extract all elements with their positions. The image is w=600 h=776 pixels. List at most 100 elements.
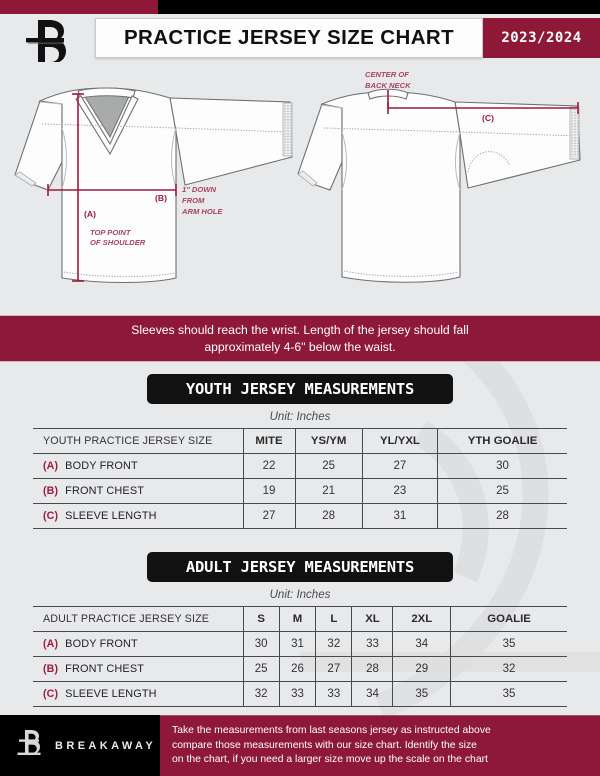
- adult-size-col-2: L: [315, 606, 352, 632]
- footer-instructions-line-1: Take the measurements from last seasons …: [172, 725, 491, 737]
- youth-row-1-val-2: 23: [361, 478, 438, 504]
- adult-row-2-val-3: 34: [351, 681, 393, 707]
- top-accent-bars: [0, 0, 600, 14]
- adult-unit-label: Unit: Inches: [269, 589, 331, 601]
- youth-row-2-val-1: 28: [294, 503, 363, 529]
- youth-row-0-val-2: 27: [361, 453, 438, 479]
- season-badge-text: 2023/2024: [501, 30, 582, 46]
- youth-table-header-row: YOUTH PRACTICE JERSEY SIZE MITE YS/YM YL…: [33, 428, 567, 454]
- adult-row-1-val-5: 32: [450, 656, 567, 682]
- youth-row-2-val-2: 31: [361, 503, 438, 529]
- adult-header-label: ADULT PRACTICE JERSEY SIZE: [33, 606, 243, 632]
- youth-row-0-val-3: 30: [437, 453, 567, 479]
- adult-row-0-val-2: 32: [315, 631, 352, 657]
- fit-note-line-1: Sleeves should reach the wrist. Length o…: [131, 322, 469, 337]
- page-header: PRACTICE JERSEY SIZE CHART 2023/2024: [0, 14, 600, 69]
- jersey-back-illustration: [297, 88, 581, 283]
- youth-size-col-0: MITE: [242, 428, 296, 454]
- youth-row-0-val-0: 22: [242, 453, 296, 479]
- adult-row-0-val-5: 35: [450, 631, 567, 657]
- adult-size-col-4: 2XL: [392, 606, 451, 632]
- table-row: (A) BODY FRONT 22 25 27 30: [33, 453, 567, 479]
- adult-size-col-1: M: [278, 606, 316, 632]
- youth-section-title: YOUTH JERSEY MEASUREMENTS: [147, 374, 453, 404]
- table-row: (A) BODY FRONT 30 31 32 33 34 35: [33, 631, 567, 657]
- adult-row-1-name: FRONT CHEST: [65, 663, 145, 675]
- adult-row-2-label: (C) SLEEVE LENGTH: [33, 681, 243, 707]
- footer-instructions-line-3: on the chart, if you need a larger size …: [172, 754, 488, 766]
- breakaway-b-logo-icon: [16, 726, 46, 765]
- jersey-diagram: .jl { fill:#fdfdfd; stroke:#6e7072; stro…: [0, 62, 600, 315]
- measure-a-tag: (A): [84, 209, 96, 219]
- adult-row-0-val-1: 31: [278, 631, 316, 657]
- adult-size-col-3: XL: [351, 606, 393, 632]
- adult-row-0-name: BODY FRONT: [65, 638, 138, 650]
- adult-row-0-label: (A) BODY FRONT: [33, 631, 243, 657]
- adult-row-2-name: SLEEVE LENGTH: [65, 688, 157, 700]
- youth-size-col-2: YL/YXL: [361, 428, 438, 454]
- youth-size-col-1: YS/YM: [294, 428, 363, 454]
- measure-b-note-1: 1" DOWN: [182, 185, 216, 194]
- footer-instructions: Take the measurements from last seasons …: [160, 715, 600, 776]
- youth-row-1-val-3: 25: [437, 478, 567, 504]
- youth-row-2-val-0: 27: [242, 503, 296, 529]
- youth-row-2-label: (C) SLEEVE LENGTH: [33, 503, 243, 529]
- youth-row-1-val-0: 19: [242, 478, 296, 504]
- youth-row-2-name: SLEEVE LENGTH: [65, 510, 157, 522]
- measure-b-tag: (B): [155, 193, 167, 203]
- back-neck-note-1: CENTER OF: [365, 70, 409, 79]
- adult-row-0-tag: (A): [43, 638, 59, 650]
- adult-row-1-label: (B) FRONT CHEST: [33, 656, 243, 682]
- measure-a-note-1: TOP POINT: [90, 228, 132, 237]
- adult-row-2-val-5: 35: [450, 681, 567, 707]
- measure-b-note-2: FROM: [182, 196, 205, 205]
- footer-brand: BREAKAWAY: [0, 715, 160, 776]
- youth-row-1-tag: (B): [43, 485, 59, 497]
- adult-row-2-tag: (C): [43, 688, 59, 700]
- jersey-front-illustration: [14, 87, 293, 284]
- fit-note-banner: Sleeves should reach the wrist. Length o…: [0, 315, 600, 362]
- youth-row-1-val-1: 21: [294, 478, 363, 504]
- youth-row-0-name: BODY FRONT: [65, 460, 138, 472]
- footer-instructions-line-2: compare those measurements with our size…: [172, 739, 477, 751]
- adult-section-title-text: ADULT JERSEY MEASUREMENTS: [185, 558, 415, 576]
- adult-row-2-val-1: 33: [278, 681, 316, 707]
- top-bar-black: [158, 0, 600, 14]
- youth-size-table: YOUTH PRACTICE JERSEY SIZE MITE YS/YM YL…: [33, 428, 567, 529]
- adult-row-0-val-0: 30: [242, 631, 280, 657]
- top-bar-maroon: [0, 0, 158, 14]
- measure-a-line: [72, 93, 84, 282]
- page-footer: BREAKAWAY Take the measurements from las…: [0, 715, 600, 776]
- page-title-text: PRACTICE JERSEY SIZE CHART: [123, 26, 455, 49]
- adult-row-0-val-4: 34: [392, 631, 451, 657]
- youth-row-2-val-3: 28: [437, 503, 567, 529]
- adult-size-col-0: S: [242, 606, 280, 632]
- table-row: (C) SLEEVE LENGTH 27 28 31 28: [33, 503, 567, 529]
- youth-measurements-section: YOUTH JERSEY MEASUREMENTS Unit: Inches Y…: [0, 362, 600, 540]
- youth-row-2-tag: (C): [43, 510, 59, 522]
- measure-c-tag: (C): [482, 113, 494, 123]
- youth-section-title-text: YOUTH JERSEY MEASUREMENTS: [185, 380, 415, 398]
- youth-row-0-tag: (A): [43, 460, 59, 472]
- back-neck-note-2: BACK NECK: [365, 81, 411, 90]
- youth-header-label: YOUTH PRACTICE JERSEY SIZE: [33, 428, 243, 454]
- measure-a-note-2: OF SHOULDER: [90, 238, 146, 247]
- adult-row-1-tag: (B): [43, 663, 59, 675]
- adult-row-1-val-3: 28: [351, 656, 393, 682]
- season-badge: 2023/2024: [483, 18, 600, 58]
- youth-row-0-val-1: 25: [294, 453, 363, 479]
- adult-size-table: ADULT PRACTICE JERSEY SIZE S M L XL 2XL …: [33, 606, 567, 707]
- fit-note-line-2: approximately 4-6" below the waist.: [204, 339, 396, 354]
- adult-row-2-val-4: 35: [392, 681, 451, 707]
- youth-unit-label: Unit: Inches: [269, 411, 331, 423]
- adult-row-2-val-2: 33: [315, 681, 352, 707]
- table-row: (B) FRONT CHEST 19 21 23 25: [33, 478, 567, 504]
- footer-brand-name: BREAKAWAY: [55, 739, 157, 752]
- youth-size-col-3: YTH GOALIE: [437, 428, 567, 454]
- youth-row-1-label: (B) FRONT CHEST: [33, 478, 243, 504]
- adult-row-1-val-4: 29: [392, 656, 451, 682]
- adult-row-0-val-3: 33: [351, 631, 393, 657]
- table-row: (C) SLEEVE LENGTH 32 33 33 34 35 35: [33, 681, 567, 707]
- table-row: (B) FRONT CHEST 25 26 27 28 29 32: [33, 656, 567, 682]
- adult-measurements-section: ADULT JERSEY MEASUREMENTS Unit: Inches A…: [0, 540, 600, 715]
